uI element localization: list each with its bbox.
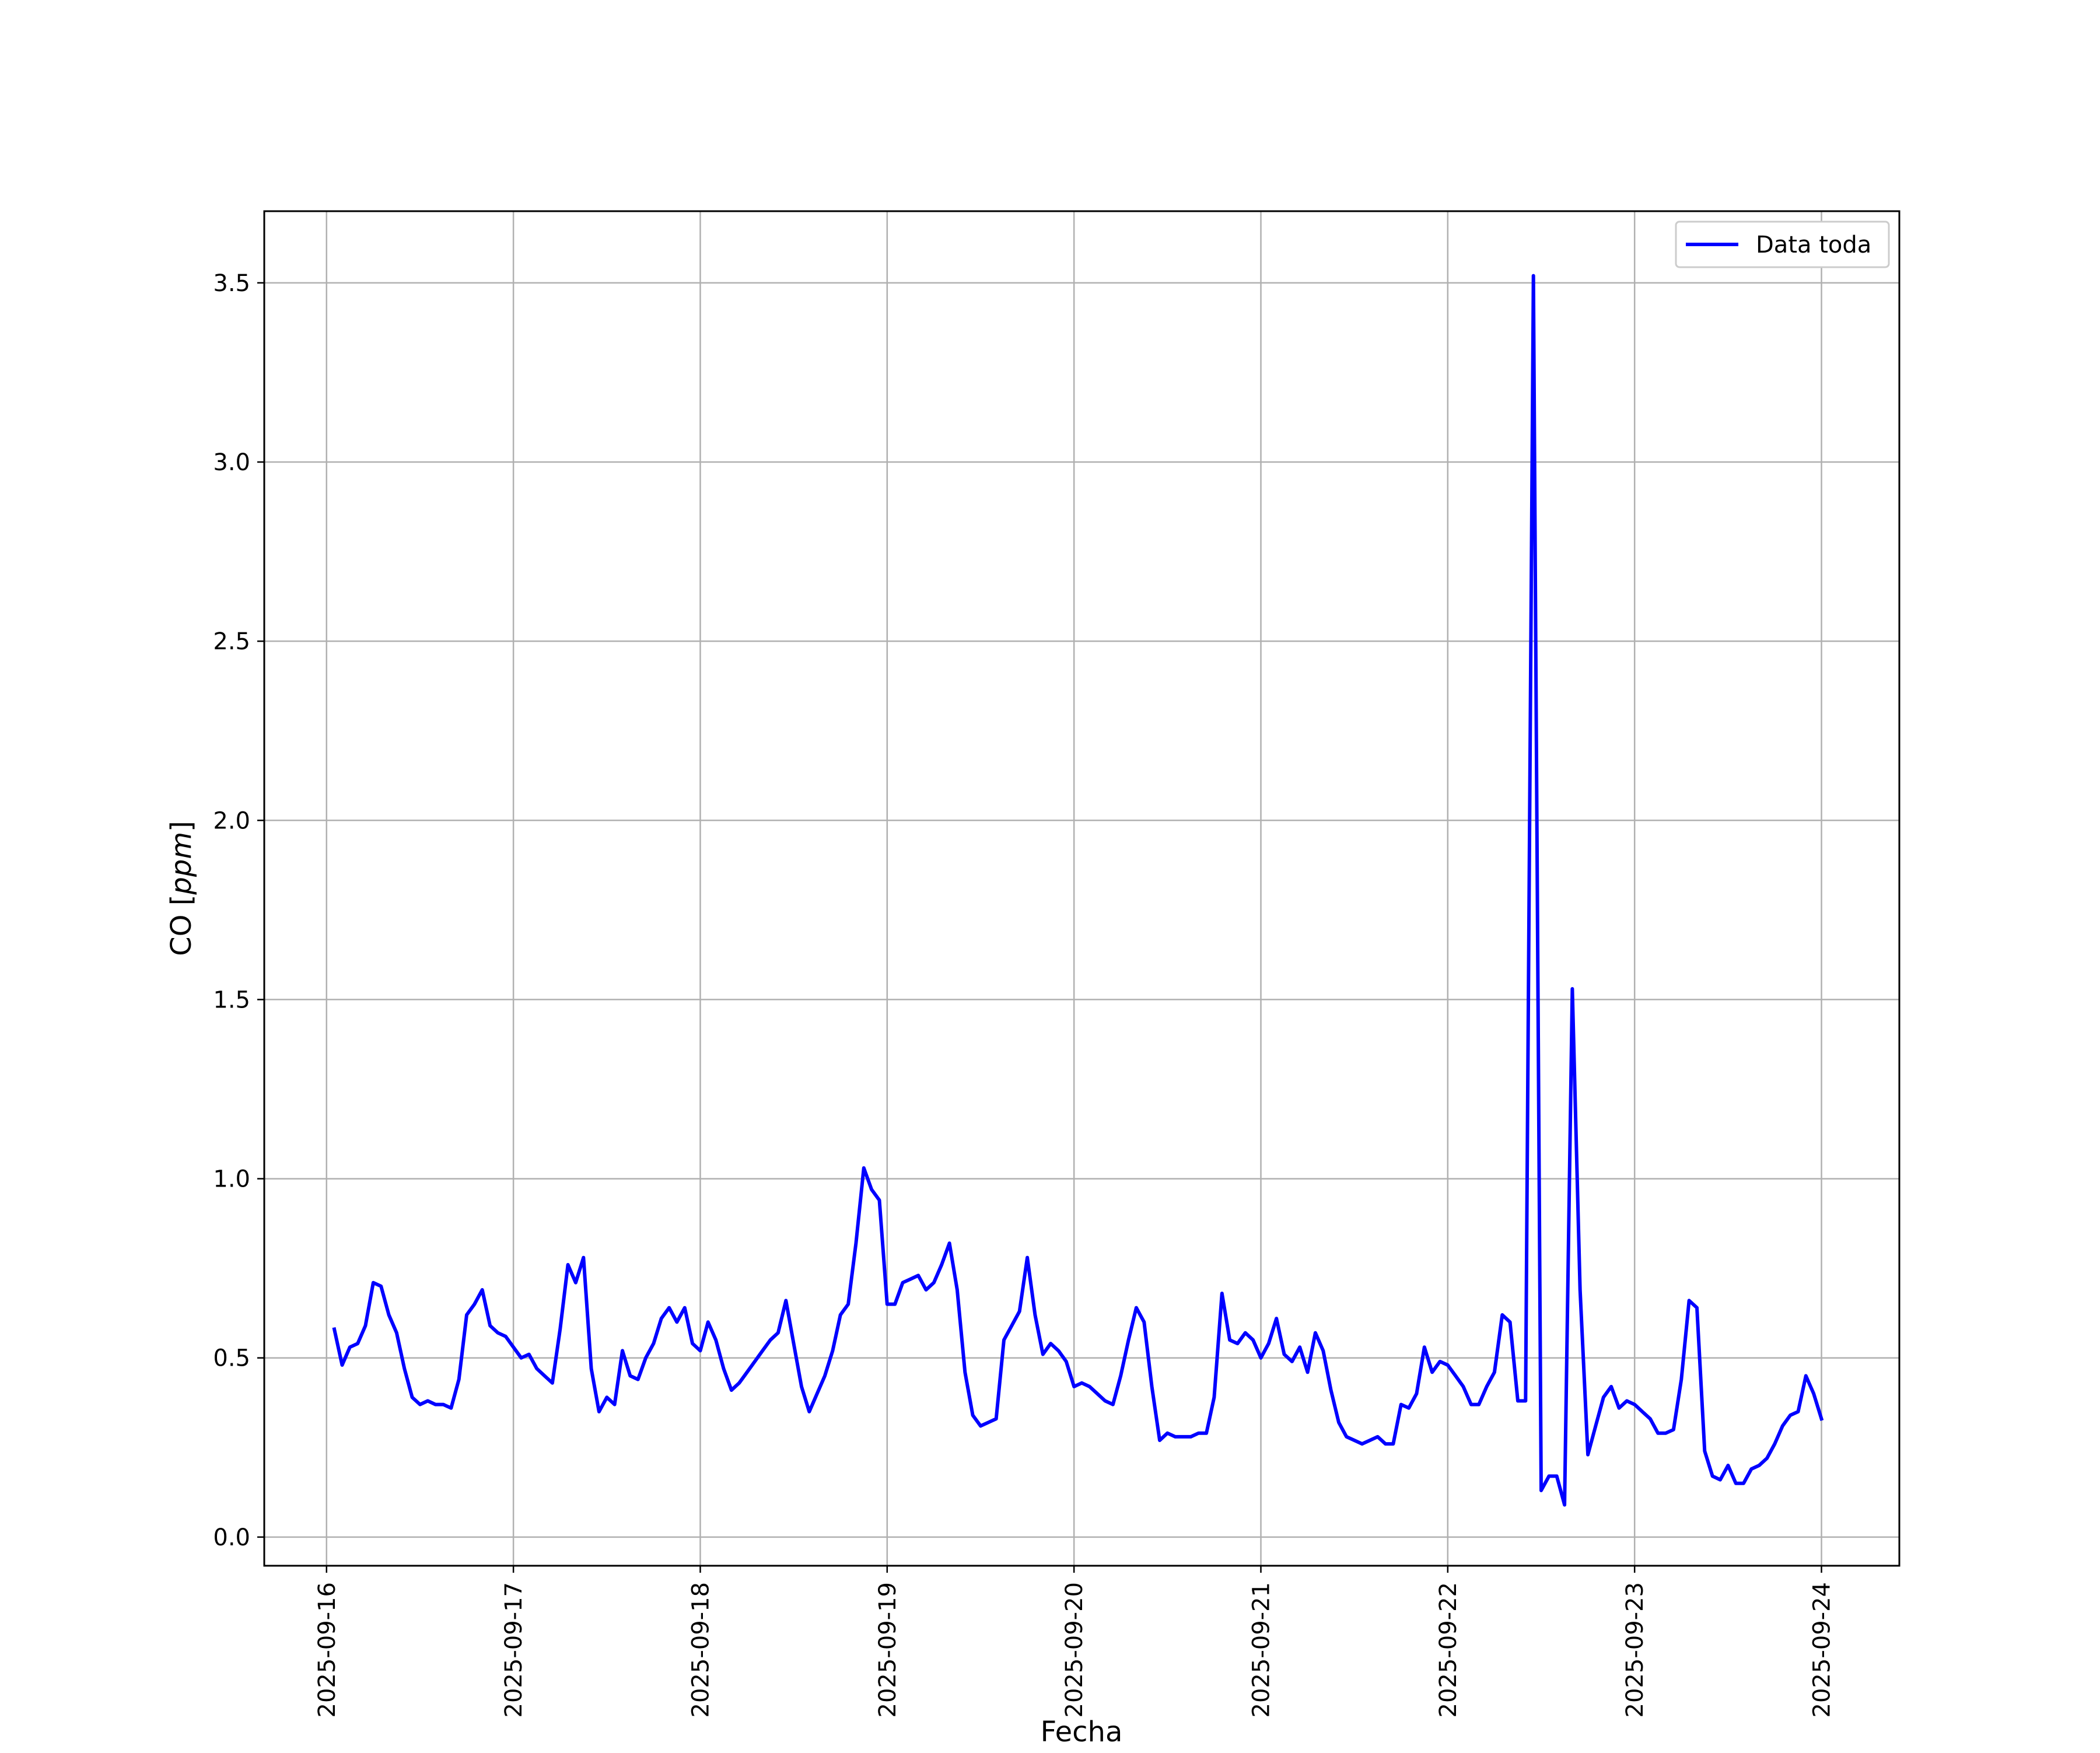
axes-frame [263, 210, 1901, 1567]
y-axis-label: CO [ppm] [165, 821, 198, 956]
x-tick-label: 2025-09-20 [1061, 1582, 1088, 1717]
x-tick-label: 2025-09-16 [314, 1582, 341, 1717]
x-tick-label: 2025-09-24 [1809, 1582, 1836, 1717]
y-tick-label: 0.5 [213, 1345, 250, 1372]
grid-lines [264, 211, 1899, 1566]
y-tick-label: 3.5 [213, 270, 250, 297]
plot-area [332, 274, 1824, 1507]
y-tick-label: 1.5 [213, 986, 250, 1013]
series-line-data-toda [332, 274, 1824, 1507]
y-axis: 0.0 0.5 1.0 1.5 2.0 2.5 3.0 3.5 [213, 270, 264, 1551]
legend-label-data-toda: Data toda [1756, 232, 1871, 258]
x-tick-label: 2025-09-19 [874, 1582, 901, 1717]
x-axis-label: Fecha [1041, 1716, 1123, 1748]
x-tick-label: 2025-09-21 [1248, 1582, 1275, 1717]
y-axis-label-quantity: CO [165, 915, 198, 956]
y-tick-label: 1.0 [213, 1166, 250, 1193]
x-tick-label: 2025-09-17 [501, 1582, 527, 1717]
x-axis: 2025-09-16 2025-09-17 2025-09-18 2025-09-19… [314, 1566, 1836, 1717]
x-tick-label: 2025-09-22 [1435, 1582, 1462, 1717]
y-tick-label: 0.0 [213, 1524, 250, 1551]
y-axis-label-unit: ppm [165, 832, 198, 895]
y-tick-label: 2.5 [213, 628, 250, 655]
legend-box [1675, 221, 1890, 268]
y-tick-label: 2.0 [213, 807, 250, 834]
y-tick-label: 3.0 [213, 449, 250, 476]
x-tick-label: 2025-09-18 [687, 1582, 714, 1717]
x-tick-label: 2025-09-23 [1622, 1582, 1648, 1717]
legend: Data toda [1675, 221, 1890, 268]
